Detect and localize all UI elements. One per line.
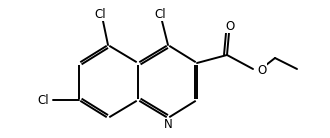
Text: Cl: Cl <box>154 7 166 21</box>
Text: O: O <box>225 19 235 33</box>
Text: N: N <box>164 119 172 132</box>
Text: Cl: Cl <box>94 7 106 21</box>
Text: Cl: Cl <box>37 94 49 107</box>
Text: O: O <box>257 63 266 76</box>
